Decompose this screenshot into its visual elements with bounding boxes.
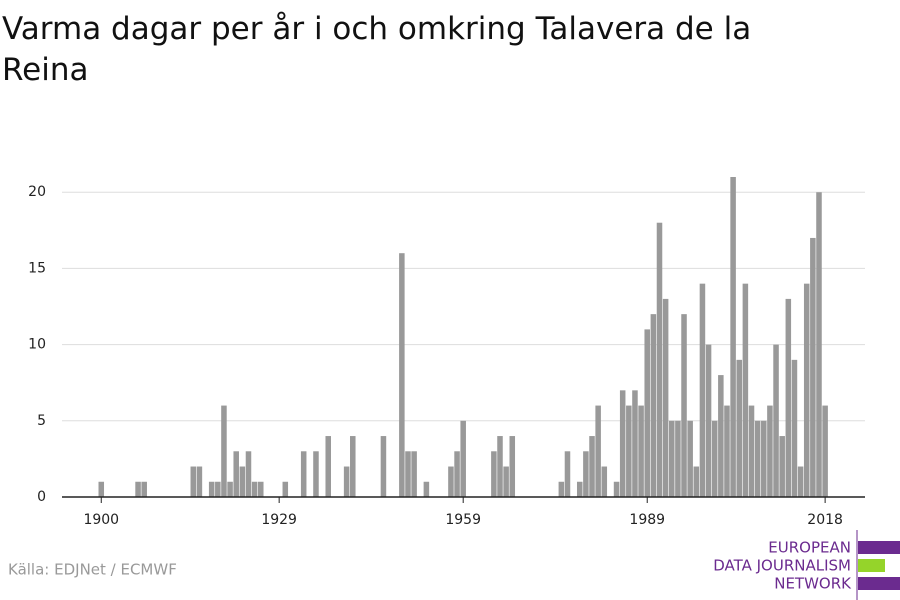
bar (748, 405, 755, 497)
x-tick-label: 2018 (807, 512, 843, 528)
bar (613, 481, 620, 497)
bar (718, 375, 724, 497)
bar (460, 420, 466, 497)
logo-text: EUROPEAN (768, 539, 851, 557)
bar (411, 451, 417, 497)
y-tick-label: 0 (37, 489, 46, 505)
bar (491, 451, 497, 497)
bar (448, 466, 454, 497)
bar (767, 405, 773, 497)
bar (736, 359, 743, 497)
bar (141, 481, 147, 497)
bar (632, 390, 638, 497)
bar (221, 405, 227, 497)
bar (810, 237, 816, 497)
bar (724, 405, 730, 497)
bar (503, 466, 509, 497)
bar (190, 466, 197, 497)
bar (98, 481, 105, 497)
bar (227, 481, 233, 497)
bar (816, 192, 822, 497)
bar (779, 436, 785, 497)
bar (822, 405, 828, 497)
bar (791, 359, 798, 497)
bar (730, 177, 736, 497)
bar (583, 451, 589, 497)
bar (399, 253, 405, 497)
bar (564, 451, 571, 497)
bar (423, 481, 430, 497)
bar (405, 451, 411, 497)
y-tick-label: 10 (28, 337, 46, 353)
bar (754, 420, 761, 497)
bar (282, 481, 289, 497)
bar (656, 222, 663, 497)
bar (589, 436, 595, 497)
x-tick-label: 1989 (629, 512, 665, 528)
bar (681, 314, 687, 497)
bar (257, 481, 264, 497)
bar (251, 481, 258, 497)
bar (343, 466, 350, 497)
logo-text: DATA JOURNALISM (713, 557, 851, 575)
bar (803, 283, 810, 497)
bar (454, 451, 460, 497)
bar (135, 481, 141, 497)
bar (699, 283, 706, 497)
bar (208, 481, 215, 497)
logo-text: NETWORK (774, 575, 852, 593)
bar (644, 329, 650, 497)
logo-bar (858, 541, 900, 554)
bar (687, 420, 693, 497)
bar (497, 436, 503, 497)
bar (595, 405, 601, 497)
bar (773, 344, 779, 497)
bar (797, 466, 804, 497)
source: Källa: EDJNet / ECMWF (8, 561, 177, 579)
bar (662, 298, 669, 497)
bar (239, 466, 246, 497)
bar (245, 451, 252, 497)
bar (785, 298, 792, 497)
bar (742, 283, 749, 497)
bar (215, 481, 221, 497)
x-tick-label: 1929 (261, 512, 297, 528)
bar (576, 481, 583, 497)
bar (233, 451, 239, 497)
bar (669, 420, 675, 497)
bar (619, 390, 626, 497)
bar (558, 481, 565, 497)
bar (313, 451, 319, 497)
bar (300, 451, 307, 497)
bar (325, 436, 331, 497)
y-tick-label: 15 (28, 260, 46, 276)
bar (650, 314, 657, 497)
bar (350, 436, 356, 497)
y-tick-label: 20 (28, 184, 46, 200)
bar (380, 436, 387, 497)
y-tick-label: 5 (37, 413, 46, 429)
bar (705, 344, 712, 497)
chart-title: Varma dagar per år i och omkring Talaver… (2, 11, 761, 88)
x-tick-label: 1959 (445, 512, 481, 528)
x-tick-label: 1900 (83, 512, 119, 528)
bar (761, 420, 767, 497)
bar (693, 466, 700, 497)
logo-bar (858, 577, 900, 590)
bar (638, 405, 644, 497)
bar (675, 420, 681, 497)
logo-bar (858, 559, 885, 572)
bar (196, 466, 203, 497)
bar (601, 466, 608, 497)
bar (711, 420, 718, 497)
bar (509, 436, 516, 497)
bar (626, 405, 632, 497)
